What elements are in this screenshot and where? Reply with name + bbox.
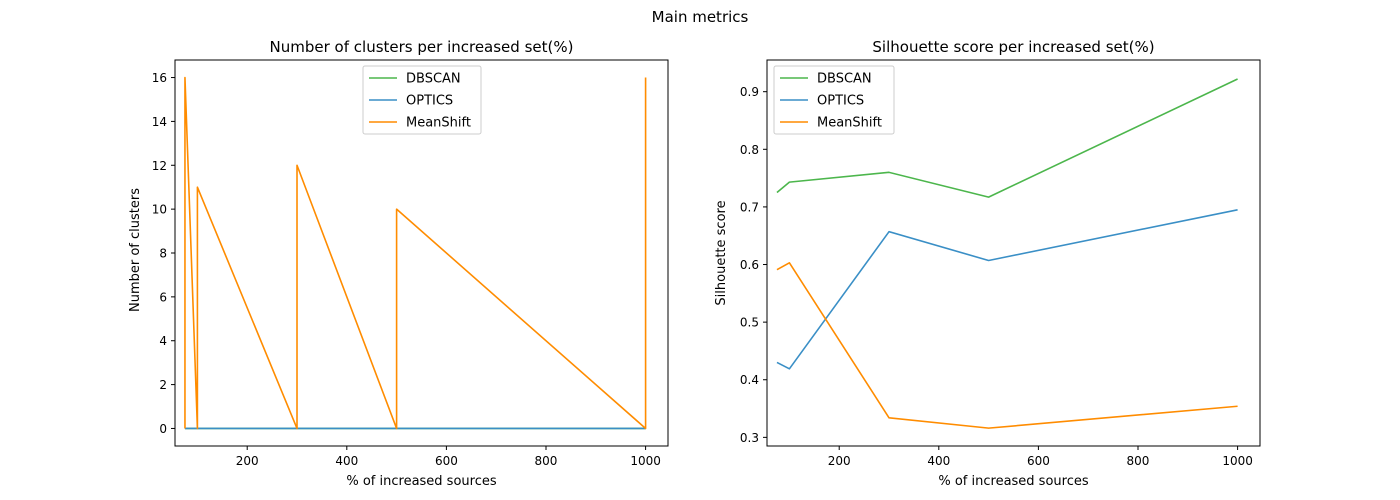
- y-tick-label: 0.6: [740, 258, 759, 272]
- y-tick-label: 0.9: [740, 85, 759, 99]
- legend-label-dbscan: DBSCAN: [406, 72, 461, 87]
- x-tick-label: 400: [335, 454, 358, 468]
- x-axis-label: % of increased sources: [938, 474, 1088, 489]
- y-tick-label: 0.8: [740, 143, 759, 157]
- chart-right: Silhouette score per increased set(%) % …: [714, 38, 1261, 489]
- plot-area-frame: [766, 59, 1261, 447]
- y-tick-label: 10: [152, 203, 167, 217]
- legend: DBSCAN OPTICS MeanShift: [773, 65, 895, 135]
- series-line-optics: [776, 209, 1238, 370]
- x-tick-label: 1000: [630, 454, 661, 468]
- y-tick-label: 12: [152, 159, 167, 173]
- y-tick-label: 16: [152, 71, 167, 85]
- figure-suptitle: Main metrics: [652, 8, 749, 26]
- legend-box: [362, 65, 482, 135]
- chart-title: Silhouette score per increased set(%): [872, 38, 1154, 56]
- x-axis-label: % of increased sources: [346, 474, 496, 489]
- y-tick-label: 0: [159, 422, 167, 436]
- x-tick-label: 800: [535, 454, 558, 468]
- series-line-meanshift: [776, 261, 1238, 429]
- y-tick-label: 0.5: [740, 316, 759, 330]
- series-line-dbscan: [776, 78, 1238, 198]
- series-line-meanshift: [184, 76, 647, 430]
- legend: DBSCAN OPTICS MeanShift: [362, 65, 482, 135]
- legend-box: [773, 65, 895, 135]
- legend-label-dbscan: DBSCAN: [817, 72, 872, 87]
- y-tick-label: 14: [152, 115, 167, 129]
- plot-area-frame: [174, 59, 669, 447]
- chart-left: Number of clusters per increased set(%) …: [128, 38, 669, 489]
- legend-label-optics: OPTICS: [817, 94, 864, 109]
- y-tick-label: 0.4: [740, 373, 759, 387]
- x-tick-label: 800: [1127, 454, 1150, 468]
- x-tick-label: 200: [236, 454, 259, 468]
- chart-title: Number of clusters per increased set(%): [270, 38, 574, 56]
- y-axis-label: Number of clusters: [128, 188, 143, 312]
- legend-label-meanshift: MeanShift: [406, 116, 471, 131]
- y-tick-label: 8: [159, 247, 167, 261]
- x-tick-label: 1000: [1222, 454, 1253, 468]
- x-tick-label: 600: [1027, 454, 1050, 468]
- y-tick-label: 4: [159, 334, 167, 348]
- x-tick-label: 200: [828, 454, 851, 468]
- legend-label-optics: OPTICS: [406, 94, 453, 109]
- y-axis-label: Silhouette score: [714, 200, 729, 305]
- y-tick-label: 2: [159, 378, 167, 392]
- y-tick-label: 0.7: [740, 200, 759, 214]
- y-tick-label: 6: [159, 290, 167, 304]
- y-tick-label: 0.3: [740, 431, 759, 445]
- x-tick-label: 600: [435, 454, 458, 468]
- x-tick-label: 400: [927, 454, 950, 468]
- legend-label-meanshift: MeanShift: [817, 116, 882, 131]
